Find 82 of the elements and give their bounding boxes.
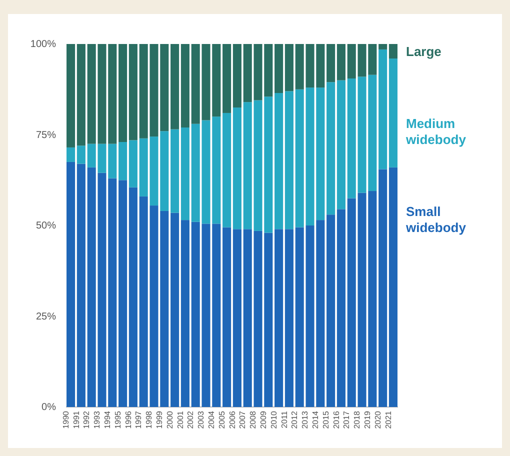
bar bbox=[76, 146, 86, 164]
bar bbox=[284, 229, 294, 407]
bar bbox=[118, 44, 128, 142]
bar bbox=[66, 147, 76, 162]
bar bbox=[336, 80, 346, 210]
x-tick-label: 2014 bbox=[311, 410, 320, 429]
bar bbox=[232, 108, 242, 230]
bar bbox=[336, 209, 346, 407]
bar bbox=[222, 227, 232, 407]
x-tick-label: 1991 bbox=[72, 410, 81, 429]
bar bbox=[170, 44, 180, 130]
x-tick-label: 1997 bbox=[134, 410, 144, 429]
bar bbox=[232, 229, 242, 407]
bar bbox=[336, 44, 346, 80]
x-tick-label: 2011 bbox=[280, 410, 289, 428]
x-tick-label: 2019 bbox=[363, 410, 372, 429]
x-tick-label: 2007 bbox=[238, 410, 248, 429]
x-tick-label: 2000 bbox=[165, 410, 174, 429]
bar bbox=[128, 187, 138, 407]
x-tick-label: 1999 bbox=[154, 410, 164, 429]
bar bbox=[284, 44, 294, 92]
series-label: Large bbox=[406, 44, 442, 59]
y-tick-label: 0% bbox=[42, 402, 56, 414]
x-tick-label: 1994 bbox=[102, 410, 112, 429]
bar bbox=[118, 180, 128, 407]
bar bbox=[128, 44, 138, 140]
bar bbox=[274, 44, 284, 94]
bar bbox=[378, 169, 388, 407]
bar bbox=[118, 142, 128, 180]
bar bbox=[170, 129, 180, 213]
x-tick-label: 2020 bbox=[373, 410, 382, 429]
bar bbox=[76, 164, 86, 407]
bar bbox=[180, 127, 190, 220]
bar bbox=[388, 44, 398, 59]
y-tick-label: 25% bbox=[36, 311, 56, 322]
x-tick-label: 2018 bbox=[352, 410, 362, 429]
x-tick-label: 2001 bbox=[176, 410, 185, 429]
bar bbox=[76, 44, 86, 146]
x-tick-label: 2002 bbox=[186, 410, 196, 429]
bar bbox=[274, 93, 284, 230]
series-label: Small widebody bbox=[405, 204, 467, 235]
x-tick-label: 2015 bbox=[321, 410, 330, 429]
x-tick-label: 1998 bbox=[144, 410, 154, 429]
y-tick-label: 75% bbox=[36, 130, 56, 141]
y-tick-label: 100% bbox=[30, 39, 56, 50]
bar bbox=[388, 58, 398, 168]
bar bbox=[326, 82, 336, 215]
bar bbox=[378, 49, 388, 170]
x-tick-label: 1990 bbox=[61, 410, 70, 429]
bar bbox=[222, 112, 232, 228]
bar bbox=[388, 167, 398, 407]
x-tick-label: 2009 bbox=[259, 410, 268, 429]
x-tick-label: 1992 bbox=[82, 410, 92, 429]
x-tick-label: 2003 bbox=[196, 410, 206, 429]
bar bbox=[326, 44, 336, 82]
x-tick-label: 2013 bbox=[300, 410, 310, 429]
x-tick-label: 2008 bbox=[248, 410, 258, 429]
bar bbox=[232, 44, 242, 108]
bar bbox=[66, 162, 76, 407]
x-tick-label: 2005 bbox=[217, 410, 226, 429]
bar bbox=[284, 91, 294, 230]
bar bbox=[180, 220, 190, 407]
bar bbox=[378, 44, 388, 50]
y-tick-label: 50% bbox=[36, 220, 56, 232]
x-tick-label: 1995 bbox=[113, 410, 122, 429]
x-tick-label: 1993 bbox=[92, 410, 102, 429]
x-tick-label: 2010 bbox=[269, 410, 278, 429]
x-tick-label: 2021 bbox=[384, 410, 393, 429]
x-tick-label: 2012 bbox=[290, 410, 300, 429]
bar bbox=[128, 140, 138, 188]
bar bbox=[274, 229, 284, 407]
series-label: Medium widebody bbox=[405, 116, 467, 147]
x-tick-label: 2004 bbox=[207, 410, 216, 429]
bar bbox=[326, 214, 336, 407]
bar bbox=[66, 44, 76, 148]
x-tick-label: 2017 bbox=[342, 410, 352, 429]
x-tick-label: 2016 bbox=[332, 410, 341, 429]
bar bbox=[180, 44, 190, 128]
x-tick-label: 2006 bbox=[228, 410, 237, 429]
bar bbox=[170, 212, 180, 407]
bar bbox=[222, 44, 232, 113]
x-tick-label: 1996 bbox=[124, 410, 133, 429]
